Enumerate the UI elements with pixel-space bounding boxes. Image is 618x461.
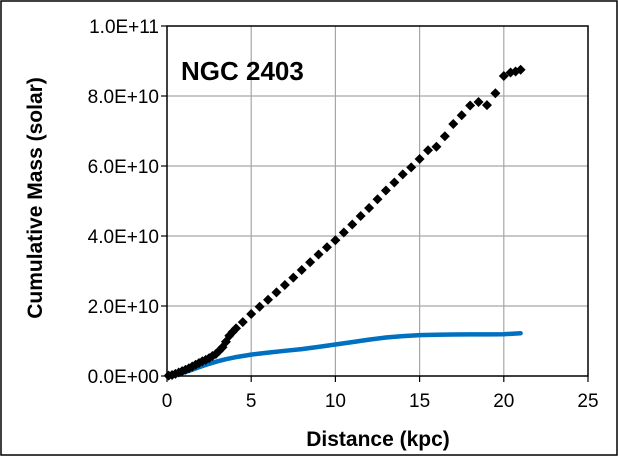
y-tick-label: 1.0E+11: [89, 17, 159, 38]
x-tick-labels: 0 5 10 15 20 25: [162, 376, 599, 412]
data-point: [288, 272, 299, 283]
data-point: [321, 242, 332, 253]
data-point: [364, 203, 375, 213]
data-point: [246, 309, 257, 320]
plot-area-border: [166, 25, 589, 377]
x-axis-title: Distance (kpc): [306, 428, 450, 451]
data-point: [380, 185, 391, 196]
data-point: [473, 96, 484, 107]
data-point: [406, 162, 417, 173]
x-tick-label: 25: [577, 391, 598, 412]
data-point: [515, 64, 526, 75]
marker-layer: [163, 64, 526, 381]
y-tick-label: 4.0E+10: [88, 227, 159, 248]
data-point: [231, 323, 242, 334]
y-tick-label: 6.0E+10: [88, 157, 159, 178]
x-tick-label: 10: [325, 391, 346, 412]
data-point: [456, 110, 467, 121]
data-point: [423, 145, 434, 156]
data-point: [389, 177, 400, 188]
y-tick-label: 8.0E+10: [88, 87, 159, 108]
data-point: [490, 88, 501, 99]
data-point: [338, 227, 349, 238]
data-point: [330, 235, 341, 246]
data-point: [279, 280, 290, 290]
x-tick-label: 5: [246, 391, 257, 412]
y-tick-labels: 0.0E+00 2.0E+10 4.0E+10 6.0E+10 8.0E+10 1.0E+…: [88, 17, 167, 388]
data-point: [263, 294, 274, 305]
data-point: [414, 154, 425, 164]
data-point: [355, 211, 366, 222]
data-point: [439, 131, 450, 142]
x-tick-label: 20: [493, 391, 514, 412]
data-point: [296, 264, 307, 275]
data-point: [372, 194, 383, 205]
data-point: [481, 100, 492, 111]
data-point: [313, 249, 324, 260]
data-point: [237, 317, 248, 328]
x-tick-label: 0: [162, 391, 173, 412]
data-point: [465, 100, 476, 111]
data-point: [254, 301, 265, 312]
data-point: [498, 71, 509, 82]
y-axis-title: Cumulative Mass (solar): [24, 77, 47, 319]
y-tick-label: 0.0E+00: [88, 367, 159, 388]
data-point: [431, 141, 442, 152]
data-point: [448, 119, 459, 129]
data-point: [305, 257, 316, 268]
data-point: [347, 219, 358, 230]
y-tick-label: 2.0E+10: [88, 297, 159, 318]
data-point: [271, 287, 282, 298]
galaxy-name-annotation: NGC 2403: [181, 56, 304, 86]
x-tick-label: 15: [409, 391, 430, 412]
y-gridlines: [167, 95, 588, 307]
data-point: [397, 169, 408, 180]
